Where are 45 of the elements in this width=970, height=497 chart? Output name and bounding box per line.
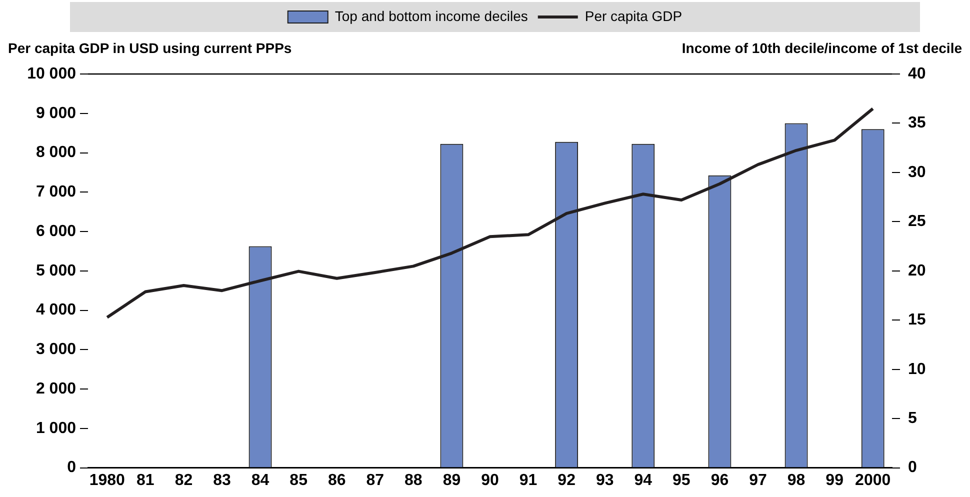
y2-tick-label: 0 bbox=[908, 459, 917, 476]
y2-tick-label: 5 bbox=[908, 410, 917, 427]
y-tick-label: 4 000 bbox=[36, 302, 76, 319]
x-tick-label: 85 bbox=[290, 472, 308, 489]
x-tick-label: 93 bbox=[596, 472, 614, 489]
x-tick-label: 2000 bbox=[855, 472, 891, 489]
legend-label: Per capita GDP bbox=[584, 8, 682, 24]
y-tick-label: 6 000 bbox=[36, 222, 76, 240]
x-tick-label: 91 bbox=[519, 472, 538, 489]
y2-tick-label: 30 bbox=[908, 164, 926, 181]
y-axis-title: Per capita GDP in USD using current PPPs bbox=[8, 40, 292, 56]
y2-axis-title: Income of 10th decile/income of 1st decile bbox=[682, 40, 962, 56]
x-tick-label: 96 bbox=[710, 472, 729, 489]
x-tick-label: 87 bbox=[366, 472, 384, 489]
x-tick-label: 89 bbox=[442, 472, 461, 489]
y2-tick-label: 10 bbox=[908, 360, 926, 378]
y-tick-label: 1 000 bbox=[36, 420, 76, 437]
legend-label: Top and bottom income deciles bbox=[334, 8, 528, 24]
y2-tick-label: 35 bbox=[908, 114, 926, 132]
x-tick-label: 94 bbox=[634, 472, 652, 489]
x-tick-label: 83 bbox=[213, 472, 231, 489]
y-tick-label: 9 000 bbox=[36, 104, 76, 122]
y-tick-label: 10 000 bbox=[27, 65, 76, 82]
x-tick-label: 92 bbox=[558, 472, 576, 489]
x-tick-label: 95 bbox=[672, 472, 690, 489]
y2-tick-label: 40 bbox=[908, 65, 926, 82]
y-tick-label: 0 bbox=[67, 459, 76, 476]
x-tick-label: 97 bbox=[749, 472, 767, 489]
x-tick-label: 84 bbox=[251, 472, 270, 489]
x-tick-label: 88 bbox=[404, 472, 422, 489]
x-tick-label: 81 bbox=[136, 472, 154, 489]
x-tick-label: 1980 bbox=[89, 472, 126, 489]
y2-tick-label: 25 bbox=[908, 213, 926, 230]
x-tick-label: 86 bbox=[328, 472, 346, 489]
y-tick-label: 2 000 bbox=[36, 380, 76, 398]
y-tick-label: 7 000 bbox=[36, 184, 76, 201]
y2-tick-label: 15 bbox=[908, 312, 926, 329]
x-tick-label: 90 bbox=[481, 472, 499, 489]
y-tick-label: 3 000 bbox=[36, 341, 76, 358]
x-tick-label: 99 bbox=[826, 472, 844, 489]
y2-tick-label: 20 bbox=[908, 262, 926, 280]
x-tick-label: 98 bbox=[787, 472, 806, 489]
x-tick-label: 82 bbox=[174, 472, 193, 489]
y-tick-label: 8 000 bbox=[36, 144, 76, 162]
y-tick-label: 5 000 bbox=[36, 262, 76, 280]
